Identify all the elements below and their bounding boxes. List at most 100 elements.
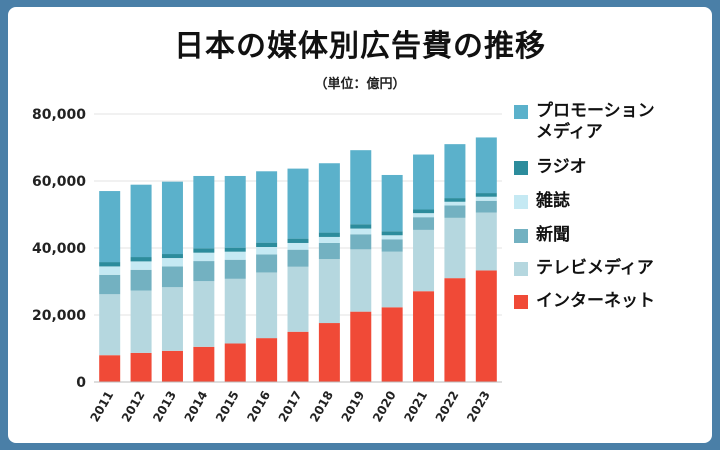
bar-segment: [161, 254, 183, 259]
bar-segment: [475, 270, 497, 382]
bar-segment: [224, 259, 246, 279]
bar-segment: [224, 247, 246, 252]
bar-segment: [193, 248, 215, 253]
legend-item: 雑誌: [514, 191, 710, 215]
x-tick-label: 2019: [339, 389, 368, 425]
bar-segment: [287, 266, 309, 332]
bar-segment: [193, 346, 215, 382]
bar-segment: [161, 181, 183, 255]
bar-segment: [318, 259, 340, 324]
bar-segment: [287, 238, 309, 243]
bar-segment: [444, 278, 466, 382]
bar-segment: [413, 154, 435, 210]
bar-segment: [381, 174, 403, 232]
legend-item: 新聞: [514, 225, 710, 249]
bar-segment: [444, 205, 466, 218]
x-tick-label: 2013: [150, 389, 179, 425]
bar-segment: [161, 258, 183, 267]
x-tick-label: 2015: [213, 389, 242, 425]
bar-segment: [161, 287, 183, 351]
bar-segment: [193, 252, 215, 262]
bar-segment: [130, 269, 152, 291]
bar-segment: [475, 137, 497, 194]
y-tick-label: 40,000: [32, 241, 86, 257]
x-tick-label: 2021: [401, 389, 430, 425]
bar-segment: [350, 150, 372, 225]
legend-label: プロモーション メディア: [536, 101, 655, 142]
legend-swatch: [514, 161, 528, 175]
x-tick-label: 2016: [244, 389, 273, 425]
bar-segment: [161, 266, 183, 288]
bar-segment: [256, 246, 278, 255]
bar-segment: [350, 224, 372, 229]
bar-segment: [224, 343, 246, 382]
bar-segment: [350, 249, 372, 312]
bar-segment: [287, 242, 309, 250]
legend-label: 新聞: [536, 225, 570, 245]
bar-segment: [350, 311, 372, 382]
bar-segment: [381, 251, 403, 308]
legend-item: ラジオ: [514, 157, 710, 181]
bar-segment: [318, 323, 340, 382]
legend-swatch: [514, 295, 528, 309]
y-tick-label: 60,000: [32, 174, 86, 190]
unit-label: （単位：億円）: [314, 77, 406, 92]
x-tick-label: 2011: [87, 389, 116, 425]
legend-swatch: [514, 105, 528, 119]
bar-segment: [381, 307, 403, 382]
bar-segment: [99, 274, 121, 295]
x-tick-label: 2020: [370, 389, 399, 425]
bar-segment: [224, 175, 246, 248]
bar-segment: [99, 191, 121, 263]
bar-segment: [350, 228, 372, 235]
legend-label: インターネット: [536, 291, 655, 311]
y-tick-label: 0: [76, 375, 86, 391]
bar-segment: [256, 338, 278, 382]
bar-segment: [318, 232, 340, 237]
bar-segment: [381, 235, 403, 240]
bar-segment: [193, 175, 215, 249]
bar-segment: [444, 217, 466, 279]
bar-segment: [130, 184, 152, 258]
bar-segment: [130, 261, 152, 270]
bar-segment: [99, 266, 121, 275]
x-tick-label: 2018: [307, 389, 336, 425]
bar-segment: [413, 291, 435, 382]
bar-segment: [381, 231, 403, 236]
bar-segment: [256, 171, 278, 243]
bar-segment: [99, 294, 121, 356]
chart-card: 日本の媒体別広告費の推移 （単位：億円） 0 20,000 40,000 60,000…: [8, 7, 712, 443]
legend-label: 雑誌: [536, 191, 570, 211]
bar-segment: [256, 254, 278, 273]
legend-label: ラジオ: [536, 157, 587, 177]
bar-segment: [350, 234, 372, 250]
bar-segment: [287, 331, 309, 382]
bar-segment: [130, 352, 152, 382]
y-tick-label: 20,000: [32, 308, 86, 324]
bar-segment: [413, 217, 435, 230]
bar-segment: [130, 290, 152, 353]
bar-segment: [99, 262, 121, 267]
bar-segment: [224, 251, 246, 260]
bar-segment: [256, 272, 278, 339]
bar-segment: [287, 168, 309, 239]
bar-segment: [193, 261, 215, 282]
x-tick-label: 2017: [276, 389, 305, 425]
bar-segment: [130, 257, 152, 262]
bar-segment: [475, 212, 497, 271]
x-tick-label: 2014: [182, 389, 211, 425]
bar-segment: [413, 213, 435, 218]
legend-item: インターネット: [514, 291, 710, 315]
bar-segment: [193, 281, 215, 347]
legend-item: プロモーション メディア: [514, 101, 710, 142]
legend-swatch: [514, 262, 528, 276]
bar-segment: [99, 355, 121, 382]
bar-segment: [256, 242, 278, 247]
legend-item: テレビメディア: [514, 258, 710, 282]
bar-segment: [444, 201, 466, 206]
bar-segment: [318, 163, 340, 233]
bar-segment: [161, 350, 183, 382]
legend-swatch: [514, 195, 528, 209]
bar-segment: [475, 193, 497, 197]
